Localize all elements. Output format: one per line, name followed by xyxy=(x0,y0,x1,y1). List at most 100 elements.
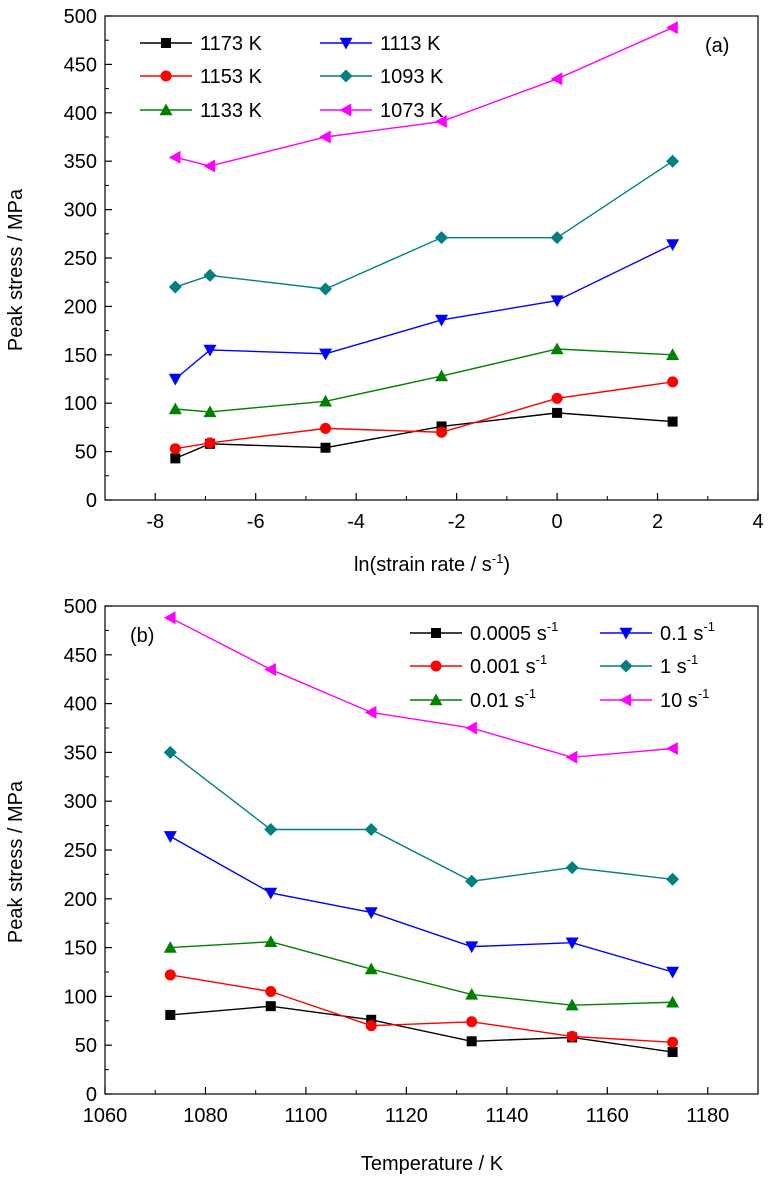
panel-b-y-tick-label: 300 xyxy=(64,791,97,813)
panel-a-data-point xyxy=(666,21,678,35)
panel-b-y-tick-label: 0 xyxy=(86,1084,97,1106)
panel-b-series-line xyxy=(170,941,673,1006)
panel-b-legend-label: 10 s-1 xyxy=(660,686,709,712)
panel-a-data-point xyxy=(435,231,449,245)
panel-a-data-point xyxy=(436,426,448,438)
panel-a-y-axis-label: Peak stress / MPa xyxy=(5,188,27,351)
panel-a-data-point xyxy=(204,437,216,449)
panel-a-series-5 xyxy=(168,21,678,173)
panel-a-data-point xyxy=(436,421,447,432)
panel-a-series-2 xyxy=(168,342,680,418)
panel-b-x-tick-label: 1140 xyxy=(485,1105,528,1127)
panel-b-data-point xyxy=(364,907,378,919)
panel-a-data-point xyxy=(320,442,331,453)
panel-b-data-point xyxy=(666,966,680,979)
panel-b-data-point xyxy=(164,969,176,981)
panel-a-data-point xyxy=(319,348,333,361)
panel-b-legend-label: 0.001 s-1 xyxy=(470,652,547,678)
panel-a-legend-marker xyxy=(339,69,353,83)
panel-a-data-point xyxy=(550,231,564,245)
panel-b-data-point xyxy=(465,721,477,735)
panel-b-data-point xyxy=(365,1020,377,1032)
panel-a-data-point xyxy=(319,394,333,407)
panel-a-legend-marker xyxy=(161,38,171,48)
panel-b-y-tick-label: 450 xyxy=(64,645,97,667)
panel-a-data-point xyxy=(666,239,680,251)
panel-a-data-point xyxy=(550,295,564,308)
panel-b-plot-frame xyxy=(104,605,759,1095)
panel-a-legend-entry: 1113 K xyxy=(320,33,441,55)
panel-b-data-point xyxy=(364,705,377,719)
panel-b-y-tick-label: 250 xyxy=(64,840,97,862)
panel-b-x-tick-label: 1120 xyxy=(385,1105,428,1127)
panel-b-legend-label: 1 s-1 xyxy=(660,652,698,678)
panel-b-legend-marker xyxy=(619,693,632,707)
panel-a-data-point xyxy=(666,154,680,168)
panel-a-series-line xyxy=(175,412,673,460)
panel-b-legend-marker xyxy=(619,627,633,640)
panel-a-data-point xyxy=(320,422,332,434)
panel-a-legend-label: 1153 K xyxy=(200,66,263,88)
panel-a-y-tick-label: 300 xyxy=(64,200,97,222)
panel-b-data-point xyxy=(364,823,378,837)
panel-a-series-line xyxy=(174,243,673,380)
panel-b-data-point xyxy=(566,1030,578,1042)
panel-a-series-4 xyxy=(168,154,680,296)
panel-b-y-tick-label: 500 xyxy=(64,596,97,618)
panel-b-x-tick-label: 1100 xyxy=(284,1105,327,1127)
panel-a-data-point xyxy=(667,376,679,388)
panel-b-y-tick-label: 150 xyxy=(64,938,97,960)
panel-a-legend-label: 1073 K xyxy=(380,100,444,122)
panel-a-legend-marker xyxy=(339,37,353,50)
panel-b-legend-marker xyxy=(429,693,443,706)
panel-b-data-point xyxy=(565,750,578,764)
panel-b-y-tick-label: 100 xyxy=(64,986,97,1008)
panel-b-legend-entry: 0.0005 s-1 xyxy=(410,619,558,645)
panel-a-series-line xyxy=(175,348,673,413)
panel-b-data-point xyxy=(466,1016,478,1028)
panel-b-series-line xyxy=(169,751,673,882)
panel-b-data-point xyxy=(667,1047,678,1058)
panel-b-x-tick-label: 1160 xyxy=(586,1105,629,1127)
panel-b-legend-marker xyxy=(619,659,633,673)
panel-b-data-point xyxy=(264,935,278,947)
panel-a-data-point xyxy=(168,402,182,415)
panel-a-ticks: 0 50 100 150 200 250 300 350 400 450 500 -8 -6 -4 -2 0 2… xyxy=(64,6,764,533)
panel-a-x-tick-label: 4 xyxy=(752,511,763,533)
panel-b-data-point xyxy=(265,1001,276,1012)
panel-a-x-tick-label: 2 xyxy=(652,511,663,533)
panel-b-data-point xyxy=(165,1009,176,1020)
panel-b-legend-entry: 10 s-1 xyxy=(600,686,709,712)
panel-a-y-tick-label: 500 xyxy=(64,6,97,28)
panel-a-x-tick-label: -6 xyxy=(247,511,265,533)
panel-b-x-tick-label: 1080 xyxy=(183,1105,228,1127)
panel-a-legend-entry: 1133 K xyxy=(140,100,263,122)
panel-a-legend-label: 1093 K xyxy=(380,66,444,88)
panel-a-legend: 1173 K 1113 K 1153 K 1093 K 1133 K 1073 K xyxy=(140,33,444,122)
panel-b-series-line xyxy=(170,1005,673,1053)
panel-b-y-tick-label: 400 xyxy=(64,694,97,716)
panel-a-data-point xyxy=(203,405,217,418)
panel-b-series xyxy=(163,611,680,1058)
panel-a-series-0 xyxy=(170,407,678,464)
panel-b-series-1 xyxy=(164,969,679,1048)
panel-a-data-point xyxy=(319,282,333,296)
panel-a-data-point xyxy=(435,115,447,129)
panel-b-chart: 0 50 100 150 200 250 300 350 400 450 500 1060 1080 11… xyxy=(5,596,759,1175)
panel-a-y-tick-label: 450 xyxy=(64,54,97,76)
panel-b-series-0 xyxy=(165,1001,678,1058)
panel-b-legend-label: 0.0005 s-1 xyxy=(470,619,558,645)
panel-a-legend-entry: 1173 K xyxy=(140,33,263,55)
panel-a-x-tick-label: -2 xyxy=(448,511,466,533)
panel-b-data-point xyxy=(666,872,680,886)
panel-a-data-point xyxy=(550,342,564,355)
panel-b-legend-label: 0.1 s-1 xyxy=(660,619,715,645)
panel-b-data-point xyxy=(465,941,479,954)
panel-a-series-line xyxy=(175,160,673,290)
panel-b-legend-entry: 0.001 s-1 xyxy=(410,652,547,678)
panel-b-x-tick-label: 1180 xyxy=(686,1105,729,1127)
panel-a-x-axis-label: ln(strain rate / s-1) xyxy=(354,551,510,576)
panel-a-data-point xyxy=(435,369,449,382)
panel-a-legend-marker xyxy=(160,70,172,82)
